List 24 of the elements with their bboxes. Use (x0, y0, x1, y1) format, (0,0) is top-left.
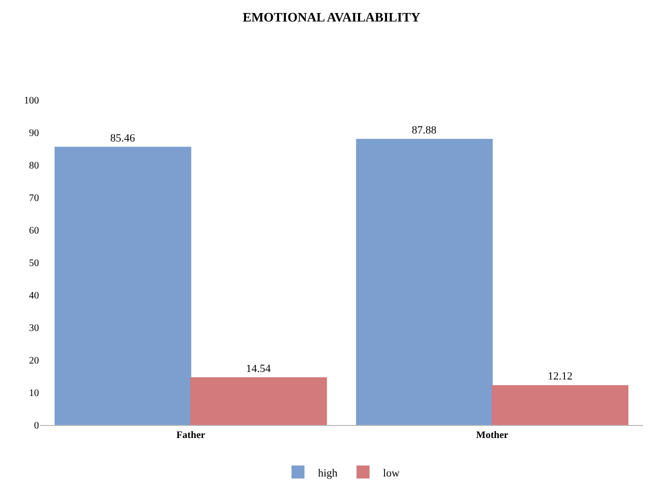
y-tick-label: 80 (29, 160, 39, 172)
data-label: 14.54 (246, 362, 272, 375)
y-tick-label: 70 (29, 193, 39, 204)
legend-label: high (318, 467, 338, 480)
chart-title: EMOTIONAL AVAILABILITY (242, 10, 421, 25)
data-label: 87.88 (412, 124, 438, 136)
bar (190, 377, 327, 425)
x-tick-label: Mother (476, 430, 509, 441)
y-tick-label: 90 (29, 128, 39, 139)
y-tick-label: 0 (34, 420, 39, 432)
data-label: 85.46 (110, 132, 136, 144)
y-tick-label: 30 (29, 323, 39, 334)
bar (54, 146, 192, 425)
y-tick-label: 60 (29, 226, 39, 236)
y-tick-label: 10 (29, 388, 39, 399)
x-tick-label: Father (176, 430, 206, 441)
y-tick-label: 100 (24, 96, 39, 106)
legend-label: low (383, 467, 400, 480)
bar (492, 385, 628, 425)
y-tick-label: 50 (29, 258, 39, 269)
data-label: 12.12 (548, 370, 572, 383)
bar (356, 138, 493, 425)
y-tick-label: 40 (29, 290, 39, 302)
y-tick-label: 20 (29, 356, 39, 366)
